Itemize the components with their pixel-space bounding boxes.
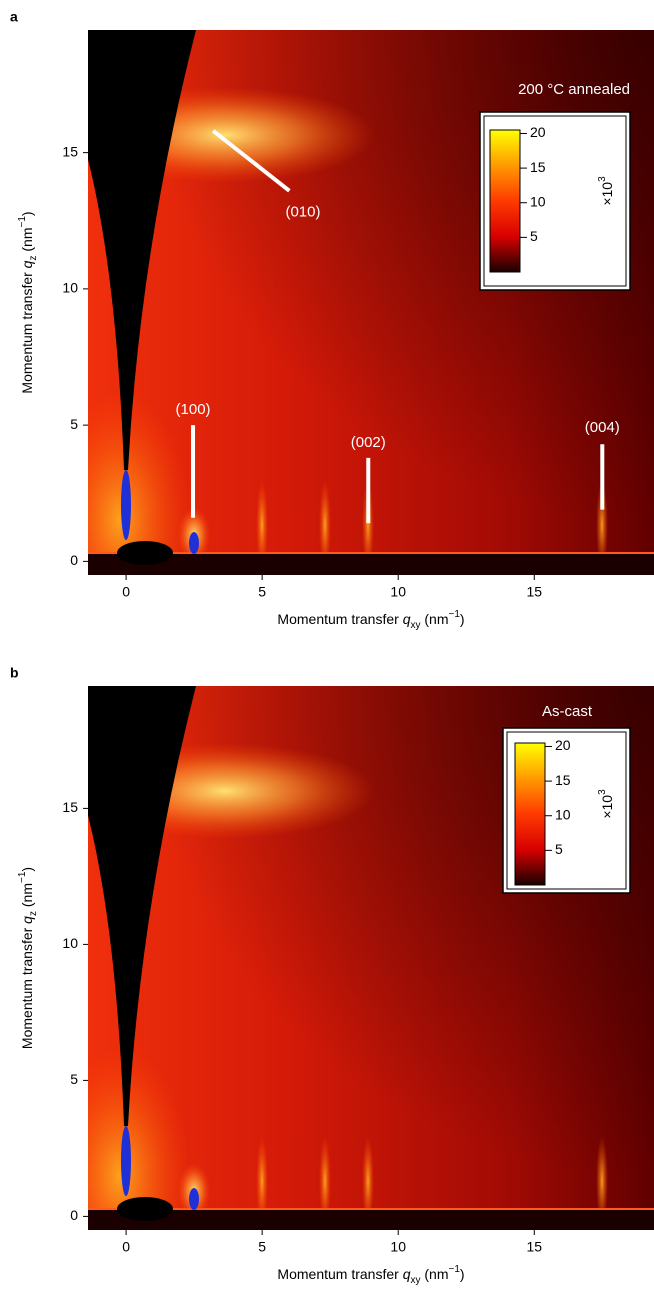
annotation: (002) [351, 434, 386, 451]
label-part: q [403, 611, 411, 627]
x-axis-label: Momentum transfer qxy (nm−1) [277, 1264, 464, 1286]
colorbar-tick-label: 5 [530, 228, 538, 244]
y-axis-label: Momentum transfer qz (nm−1) [17, 211, 39, 393]
colorbar-label: ×103 [597, 789, 615, 819]
map-streak [256, 1136, 268, 1226]
saturated [121, 470, 131, 540]
colorbar-tick-label: 10 [530, 193, 546, 209]
annotation: (004) [585, 419, 620, 436]
beamstop-shadow [88, 30, 196, 470]
annotation: (100) [176, 401, 211, 418]
label-part: (nm [420, 1266, 448, 1282]
map-streak [256, 480, 268, 570]
colorbar-tick-label: 5 [555, 841, 563, 857]
x-tick-label: 15 [526, 584, 542, 600]
x-tick-label: 0 [122, 584, 130, 600]
label-part: 3 [597, 176, 608, 182]
panel-label: a [10, 9, 18, 25]
colorbar-tick-label: 20 [530, 124, 546, 140]
saturated [189, 1188, 199, 1210]
map-glow [88, 390, 190, 575]
map-streak [362, 1136, 374, 1226]
y-tick-label: 0 [70, 1207, 78, 1223]
label-part: ) [19, 211, 35, 216]
label-part: z [28, 256, 39, 261]
horizon-band [88, 554, 654, 575]
y-tick-label: 15 [62, 143, 78, 159]
y-axis-label: Momentum transfer qz (nm−1) [17, 867, 39, 1049]
label-part: −1 [448, 609, 460, 620]
saturated [121, 1126, 131, 1196]
label-part: −1 [17, 871, 28, 883]
y-tick-label: 5 [70, 1071, 78, 1087]
x-tick-label: 5 [258, 1239, 266, 1255]
y-tick-label: 15 [62, 799, 78, 815]
colorbar-tick-label: 15 [555, 772, 571, 788]
horizon-line [88, 1208, 654, 1210]
annotation-line [211, 129, 291, 193]
beamstop-shadow [88, 686, 196, 1126]
y-tick-label: 10 [62, 935, 78, 951]
label-part: xy [410, 1275, 420, 1286]
y-tick-label: 5 [70, 416, 78, 432]
label-part: q [19, 260, 35, 268]
colorbar-tick-label: 20 [555, 737, 571, 753]
label-part: (nm [19, 228, 35, 256]
map-streak [319, 480, 331, 570]
label-part: −1 [17, 216, 28, 228]
map-streak [596, 1136, 608, 1226]
beamstop [117, 541, 173, 565]
horizon-line [88, 552, 654, 554]
y-tick-label: 10 [62, 280, 78, 296]
colorbar-box-inner [483, 115, 627, 287]
label-part: ×10 [599, 795, 615, 819]
x-tick-label: 10 [390, 584, 406, 600]
label-part: Momentum transfer [277, 1266, 402, 1282]
x-tick-label: 5 [258, 584, 266, 600]
map-streak [362, 480, 374, 570]
label-part: (nm [420, 611, 448, 627]
colorbar-tick-label: 10 [555, 806, 571, 822]
label-part: Momentum transfer [277, 611, 402, 627]
x-tick-label: 10 [390, 1239, 406, 1255]
y-tick-label: 0 [70, 552, 78, 568]
label-part: (nm [19, 883, 35, 911]
beamstop [117, 1197, 173, 1221]
map-streak [596, 480, 608, 570]
label-part: q [403, 1266, 411, 1282]
map-title: 200 °C annealed [518, 81, 630, 98]
x-tick-label: 0 [122, 1239, 130, 1255]
label-part: ×10 [599, 182, 615, 206]
map-streak [319, 1136, 331, 1226]
label-part: Momentum transfer [19, 924, 35, 1049]
annotation: (010) [285, 204, 320, 221]
label-part: z [28, 911, 39, 916]
label-part: 3 [597, 789, 608, 795]
colorbar-box-inner [506, 731, 627, 890]
colorbar [514, 742, 546, 886]
label-part: ) [460, 611, 465, 627]
colorbar-label: ×103 [597, 176, 615, 206]
x-tick-label: 15 [526, 1239, 542, 1255]
panel: a 200 °C annealed 0 5 10 15 0 5 10 15 Momentum tra… [10, 9, 654, 631]
horizon-band [88, 1210, 654, 1230]
label-part: ) [460, 1266, 465, 1282]
colorbar [489, 129, 521, 273]
map-glow [88, 1046, 190, 1230]
label-part: −1 [448, 1264, 460, 1275]
label-part: ) [19, 867, 35, 872]
panel-label: b [10, 665, 19, 681]
label-part: xy [410, 620, 420, 631]
label-part: Momentum transfer [19, 268, 35, 393]
colorbar-tick-label: 15 [530, 159, 546, 175]
label-part: q [19, 916, 35, 924]
x-axis-label: Momentum transfer qxy (nm−1) [277, 609, 464, 631]
saturated [189, 532, 199, 554]
map-title: As-cast [542, 703, 593, 720]
